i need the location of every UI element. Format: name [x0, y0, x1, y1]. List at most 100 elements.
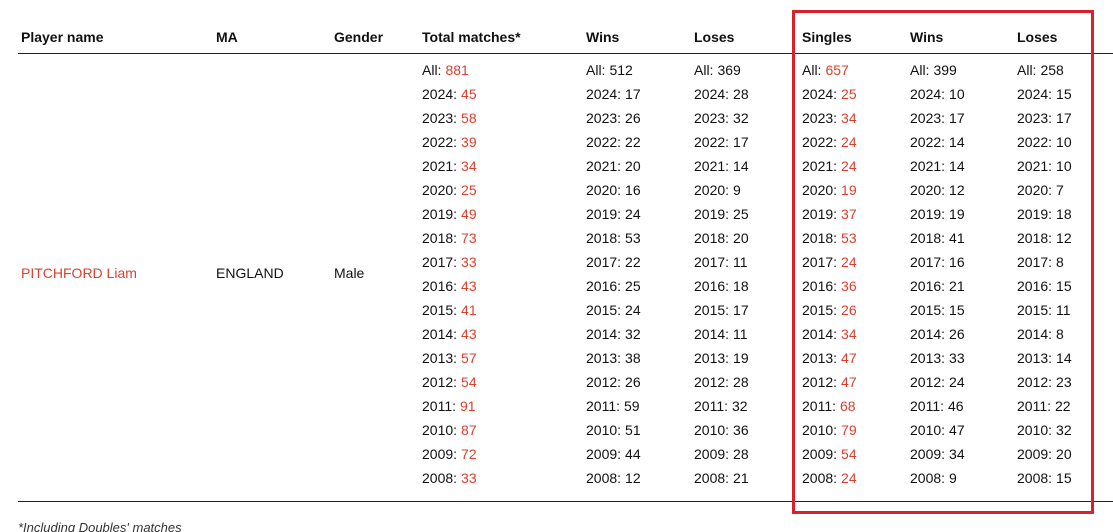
stat-cell: 2022: 10: [1017, 133, 1072, 151]
stat-label: 2015:: [694, 302, 730, 318]
stat-value: 17: [625, 86, 641, 102]
footnote: *Including Doubles' matches: [18, 520, 182, 532]
stat-label: 2009:: [802, 446, 838, 462]
stat-value: 11: [1056, 302, 1071, 318]
stat-cell: 2020: 19: [802, 181, 857, 199]
stat-label: 2018:: [910, 230, 946, 246]
stat-label: 2018:: [1017, 230, 1053, 246]
stat-label: 2013:: [802, 350, 838, 366]
stat-cell: 2013: 38: [586, 349, 641, 367]
stat-value: 15: [1056, 278, 1072, 294]
column-header: Player name: [21, 29, 104, 45]
stat-label: 2016:: [910, 278, 946, 294]
stat-label: 2012:: [586, 374, 622, 390]
stat-cell: 2022: 22: [586, 133, 641, 151]
stat-label: 2014:: [586, 326, 622, 342]
stat-cell: 2023: 34: [802, 109, 857, 127]
stat-value: 17: [949, 110, 965, 126]
stat-label: 2017:: [586, 254, 622, 270]
stat-cell: 2018: 20: [694, 229, 749, 247]
stat-cell: 2012: 47: [802, 373, 857, 391]
stat-cell: 2022: 24: [802, 133, 857, 151]
stat-label: 2016:: [694, 278, 730, 294]
column-header: MA: [216, 29, 238, 45]
stat-cell: 2008: 33: [422, 469, 477, 487]
stat-cell: 2009: 28: [694, 445, 749, 463]
stat-label: 2022:: [694, 134, 730, 150]
stat-cell: 2022: 17: [694, 133, 749, 151]
stat-cell: 2017: 33: [422, 253, 477, 271]
stat-label: 2014:: [422, 326, 458, 342]
stat-value: 24: [841, 134, 857, 150]
stat-value: 32: [733, 110, 749, 126]
column-header: Wins: [586, 29, 620, 45]
stat-cell: 2010: 87: [422, 421, 477, 439]
stat-cell: 2017: 24: [802, 253, 857, 271]
stat-cell: 2016: 18: [694, 277, 749, 295]
stat-label: 2022:: [586, 134, 622, 150]
stat-cell: 2024: 17: [586, 85, 641, 103]
stat-label: 2020:: [694, 182, 730, 198]
stat-label: 2010:: [1017, 422, 1053, 438]
stat-cell: 2023: 26: [586, 109, 641, 127]
stat-label: 2021:: [802, 158, 838, 174]
stat-label: 2008:: [910, 470, 946, 486]
stat-label: 2021:: [586, 158, 622, 174]
stat-value: 34: [949, 446, 965, 462]
stat-value: 18: [1056, 206, 1072, 222]
stat-label: 2023:: [910, 110, 946, 126]
stat-value: 21: [733, 470, 749, 486]
stat-value: 8: [1056, 254, 1064, 270]
stat-label: All:: [422, 62, 442, 78]
stat-label: 2008:: [586, 470, 622, 486]
stat-cell: 2021: 24: [802, 157, 857, 175]
stat-cell: 2011: 59: [586, 397, 640, 415]
stat-value: 10: [949, 86, 965, 102]
stat-label: 2017:: [910, 254, 946, 270]
stat-label: 2013:: [422, 350, 458, 366]
stat-cell: 2016: 15: [1017, 277, 1072, 295]
stat-cell: 2011: 46: [910, 397, 964, 415]
stat-value: 59: [624, 398, 640, 414]
player-name[interactable]: PITCHFORD Liam: [21, 265, 137, 281]
stat-label: 2016:: [1017, 278, 1053, 294]
stat-label: 2011:: [1017, 398, 1051, 414]
column-header: Loses: [694, 29, 735, 45]
stat-label: 2010:: [422, 422, 458, 438]
stat-cell: 2018: 53: [802, 229, 857, 247]
stat-cell: 2011: 22: [1017, 397, 1071, 415]
stat-value: 36: [841, 278, 857, 294]
stat-cell: 2021: 14: [910, 157, 965, 175]
stat-cell: 2016: 36: [802, 277, 857, 295]
stat-label: 2013:: [586, 350, 622, 366]
stat-value: 33: [461, 254, 477, 270]
stat-label: 2015:: [910, 302, 946, 318]
stat-cell: 2017: 8: [1017, 253, 1064, 271]
stat-value: 11: [733, 326, 748, 342]
stat-cell: 2014: 34: [802, 325, 857, 343]
stat-value: 9: [733, 182, 741, 198]
stat-label: 2020:: [802, 182, 838, 198]
stat-cell: 2018: 12: [1017, 229, 1072, 247]
stat-label: 2014:: [1017, 326, 1053, 342]
stat-cell: 2008: 12: [586, 469, 641, 487]
stat-cell: 2024: 25: [802, 85, 857, 103]
stat-cell: 2019: 49: [422, 205, 477, 223]
stat-value: 25: [841, 86, 857, 102]
stat-value: 14: [1056, 350, 1072, 366]
stat-value: 26: [625, 374, 641, 390]
stat-value: 26: [949, 326, 965, 342]
stat-cell: 2023: 17: [1017, 109, 1072, 127]
stat-label: 2020:: [422, 182, 458, 198]
stat-label: 2011:: [802, 398, 836, 414]
stat-cell: 2022: 14: [910, 133, 965, 151]
stat-cell: 2021: 20: [586, 157, 641, 175]
stat-label: 2015:: [1017, 302, 1053, 318]
stat-value: 19: [841, 182, 857, 198]
stat-value: 9: [949, 470, 957, 486]
stat-value: 12: [1056, 230, 1072, 246]
stat-value: 881: [445, 62, 469, 78]
stat-value: 15: [1056, 470, 1072, 486]
bottom-rule: [18, 501, 1113, 502]
stat-cell: 2010: 51: [586, 421, 641, 439]
